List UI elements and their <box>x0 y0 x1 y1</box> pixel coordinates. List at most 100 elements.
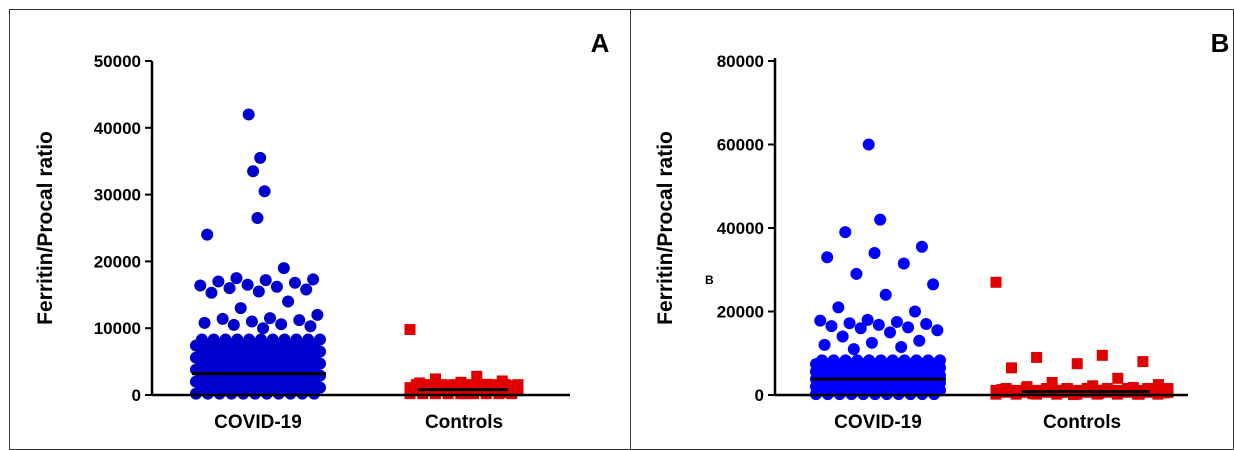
data-point <box>417 388 429 400</box>
data-point <box>512 385 524 397</box>
panel-b-marks <box>810 138 1174 401</box>
data-point <box>198 316 211 329</box>
data-point <box>429 373 441 385</box>
y-tick-label: 30000 <box>94 186 141 205</box>
data-point <box>474 379 486 391</box>
data-point <box>847 343 860 356</box>
data-point <box>818 338 831 351</box>
data-point <box>851 354 864 367</box>
data-point <box>231 333 244 346</box>
y-tick-label: 40000 <box>94 119 141 138</box>
data-point <box>270 280 283 293</box>
data-point <box>254 333 267 346</box>
data-point <box>307 273 320 286</box>
data-point <box>275 318 288 331</box>
data-point <box>195 333 208 346</box>
data-point <box>311 308 324 321</box>
data-point <box>862 138 875 151</box>
panel-a-y-axis-label: Ferritin/Procal ratio <box>34 131 57 325</box>
data-point <box>898 354 911 367</box>
data-point <box>915 240 928 253</box>
data-point <box>404 324 416 336</box>
data-point <box>234 302 247 315</box>
data-point <box>278 333 291 346</box>
y-tick-label: 40000 <box>717 219 764 238</box>
data-point <box>417 382 429 394</box>
panel-b-y-axis-label: Ferritin/Procal ratio <box>654 131 677 325</box>
data-point <box>990 276 1002 288</box>
panel-a-marks <box>190 108 524 400</box>
data-point <box>895 340 908 353</box>
data-point <box>219 333 232 346</box>
data-point <box>832 301 845 314</box>
y-tick-label: 20000 <box>717 303 764 322</box>
data-point <box>1137 356 1149 368</box>
data-point <box>1061 383 1073 395</box>
data-point <box>461 379 473 391</box>
data-point <box>423 379 435 391</box>
data-point <box>254 151 267 164</box>
data-point <box>865 336 878 349</box>
data-point <box>931 324 944 337</box>
data-point <box>410 385 422 397</box>
data-point <box>902 321 915 334</box>
data-point <box>448 379 460 391</box>
data-point <box>920 318 933 331</box>
data-point <box>480 388 492 400</box>
data-point <box>300 283 313 296</box>
data-point <box>879 288 892 301</box>
data-point <box>1152 384 1164 396</box>
panel-a-category-controls: Controls <box>425 412 503 433</box>
data-point <box>1152 379 1164 391</box>
data-point <box>1142 383 1154 395</box>
data-point <box>990 384 1002 396</box>
data-point <box>252 285 265 298</box>
data-point <box>266 333 279 346</box>
data-point <box>223 282 236 295</box>
data-point <box>843 317 856 330</box>
data-point <box>854 322 867 335</box>
data-point <box>1020 383 1032 395</box>
data-point <box>288 276 301 289</box>
data-point <box>468 388 480 400</box>
data-point <box>910 354 923 367</box>
data-point <box>886 354 899 367</box>
data-point <box>1112 372 1124 384</box>
data-point <box>1101 383 1113 395</box>
y-tick-label: 60000 <box>717 136 764 155</box>
data-point <box>927 278 940 291</box>
data-point <box>194 279 207 292</box>
panel-b-category-covid: COVID-19 <box>834 412 922 433</box>
data-point <box>863 354 876 367</box>
data-point <box>1031 351 1043 363</box>
data-point <box>230 272 243 285</box>
panel-a-y-ticks: 0 10000 20000 30000 40000 50000 <box>94 52 152 405</box>
data-point <box>1081 383 1093 395</box>
data-point <box>245 315 258 328</box>
data-point <box>436 379 448 391</box>
data-point <box>442 388 454 400</box>
data-point <box>897 257 910 270</box>
data-point <box>839 354 852 367</box>
data-point <box>825 320 838 333</box>
data-point <box>302 333 315 346</box>
y-tick-label: 20000 <box>94 252 141 271</box>
data-point <box>1006 362 1018 374</box>
data-point <box>874 354 887 367</box>
data-point <box>442 382 454 394</box>
data-point <box>913 334 926 347</box>
data-point <box>404 388 416 400</box>
data-point <box>506 382 518 394</box>
data-point <box>874 213 887 226</box>
panel-a-letter: A <box>591 28 610 58</box>
data-point <box>1071 358 1083 370</box>
panel-b-category-controls: Controls <box>1043 412 1121 433</box>
y-tick-label: 0 <box>755 386 764 405</box>
data-point <box>512 379 524 391</box>
data-point <box>410 379 422 391</box>
data-point <box>934 354 946 367</box>
data-point <box>821 251 834 264</box>
data-point <box>242 108 255 121</box>
data-point <box>868 247 881 260</box>
data-point <box>263 312 276 325</box>
